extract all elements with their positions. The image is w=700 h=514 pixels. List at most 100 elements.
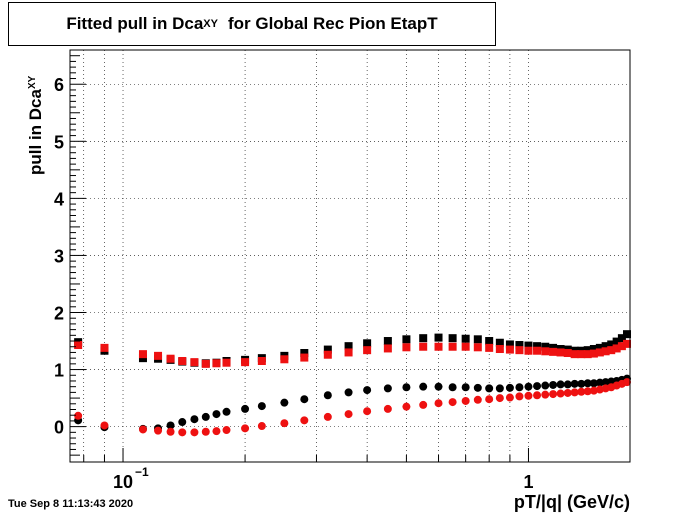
data-point-square xyxy=(623,339,632,348)
data-point-square xyxy=(402,335,411,344)
data-point-circle xyxy=(363,407,372,416)
y-tick-label: 0 xyxy=(54,418,64,438)
data-point-circle xyxy=(222,407,231,416)
data-point-circle xyxy=(212,427,221,436)
data-point-circle xyxy=(402,383,411,392)
data-point-square xyxy=(323,350,332,359)
data-point-square xyxy=(495,345,504,354)
grid-lines xyxy=(70,50,630,462)
data-point-square xyxy=(363,339,372,348)
data-point-circle xyxy=(505,393,514,402)
data-point-square xyxy=(363,346,372,355)
y-axis-label: pull in DcaXY xyxy=(26,35,46,175)
data-point-square xyxy=(344,342,353,351)
data-point-circle xyxy=(178,428,187,437)
data-point-square xyxy=(154,351,163,360)
data-point-circle xyxy=(556,389,565,398)
data-point-square xyxy=(280,355,289,364)
data-point-circle xyxy=(556,380,565,389)
y-axis-label-main: pull in Dca xyxy=(26,89,45,175)
data-point-square xyxy=(344,348,353,357)
data-point-square xyxy=(549,347,558,356)
data-point-circle xyxy=(190,415,199,424)
y-tick-label: 4 xyxy=(54,189,64,209)
data-point-square xyxy=(595,343,604,352)
title-main: Fitted pull in Dca xyxy=(66,14,204,33)
data-point-square xyxy=(607,340,616,349)
data-point-circle xyxy=(495,384,504,393)
data-point-circle xyxy=(402,402,411,411)
data-point-circle xyxy=(100,421,109,430)
data-point-square xyxy=(485,337,494,346)
data-point-square xyxy=(461,342,470,351)
data-point-square xyxy=(190,358,199,367)
data-point-square xyxy=(74,341,83,350)
data-point-square xyxy=(448,334,457,343)
data-point-circle xyxy=(533,391,542,400)
data-point-circle xyxy=(280,398,289,407)
data-point-circle xyxy=(448,383,457,392)
data-point-square xyxy=(434,333,443,342)
data-point-square xyxy=(138,350,147,359)
data-point-square xyxy=(419,342,428,351)
data-point-square xyxy=(524,346,533,355)
data-point-circle xyxy=(138,425,147,434)
data-point-circle xyxy=(434,399,443,408)
data-point-square xyxy=(541,347,550,356)
data-point-circle xyxy=(74,411,83,420)
data-point-square xyxy=(323,345,332,354)
data-points xyxy=(74,330,632,437)
data-point-square xyxy=(434,342,443,351)
data-point-square xyxy=(515,341,524,350)
data-point-circle xyxy=(473,383,482,392)
data-point-circle xyxy=(524,382,533,391)
data-point-circle xyxy=(595,378,604,387)
data-point-circle xyxy=(505,383,514,392)
data-point-square xyxy=(257,356,266,365)
data-point-square xyxy=(601,347,610,356)
data-point-circle xyxy=(241,404,250,413)
y-tick-label: 1 xyxy=(54,361,64,381)
data-point-square xyxy=(612,344,621,353)
data-point-circle xyxy=(241,424,250,433)
data-point-circle xyxy=(485,384,494,393)
title-subscript: XY xyxy=(203,18,218,30)
data-point-square xyxy=(533,342,542,351)
data-point-circle xyxy=(383,404,392,413)
data-point-circle xyxy=(589,386,598,395)
data-point-square xyxy=(612,337,621,346)
data-point-square xyxy=(212,359,221,368)
data-point-circle xyxy=(448,398,457,407)
data-point-circle xyxy=(623,378,632,387)
plot-frame xyxy=(69,49,631,463)
data-point-circle xyxy=(257,402,266,411)
data-point-circle xyxy=(549,390,558,399)
data-point-square xyxy=(300,349,309,358)
data-point-square xyxy=(524,341,533,350)
data-point-circle xyxy=(515,392,524,401)
data-point-circle xyxy=(178,418,187,427)
data-point-circle xyxy=(577,387,586,396)
data-point-circle xyxy=(570,379,579,388)
data-point-square xyxy=(601,342,610,351)
data-point-circle xyxy=(485,395,494,404)
data-point-square xyxy=(556,348,565,357)
data-point-square xyxy=(563,349,572,358)
data-point-circle xyxy=(434,382,443,391)
data-point-circle xyxy=(280,419,289,428)
y-tick-label: 6 xyxy=(54,75,64,95)
data-point-square xyxy=(505,345,514,354)
data-point-circle xyxy=(473,395,482,404)
data-point-circle xyxy=(461,383,470,392)
data-point-square xyxy=(607,346,616,355)
data-point-square xyxy=(419,334,428,343)
data-point-circle xyxy=(201,427,210,436)
data-point-square xyxy=(473,335,482,344)
x-tick-label-exponent: −1 xyxy=(135,465,149,479)
data-point-square xyxy=(383,344,392,353)
y-tick-label: 2 xyxy=(54,303,64,323)
data-point-circle xyxy=(166,427,175,436)
data-point-circle xyxy=(541,381,550,390)
data-point-circle xyxy=(323,391,332,400)
